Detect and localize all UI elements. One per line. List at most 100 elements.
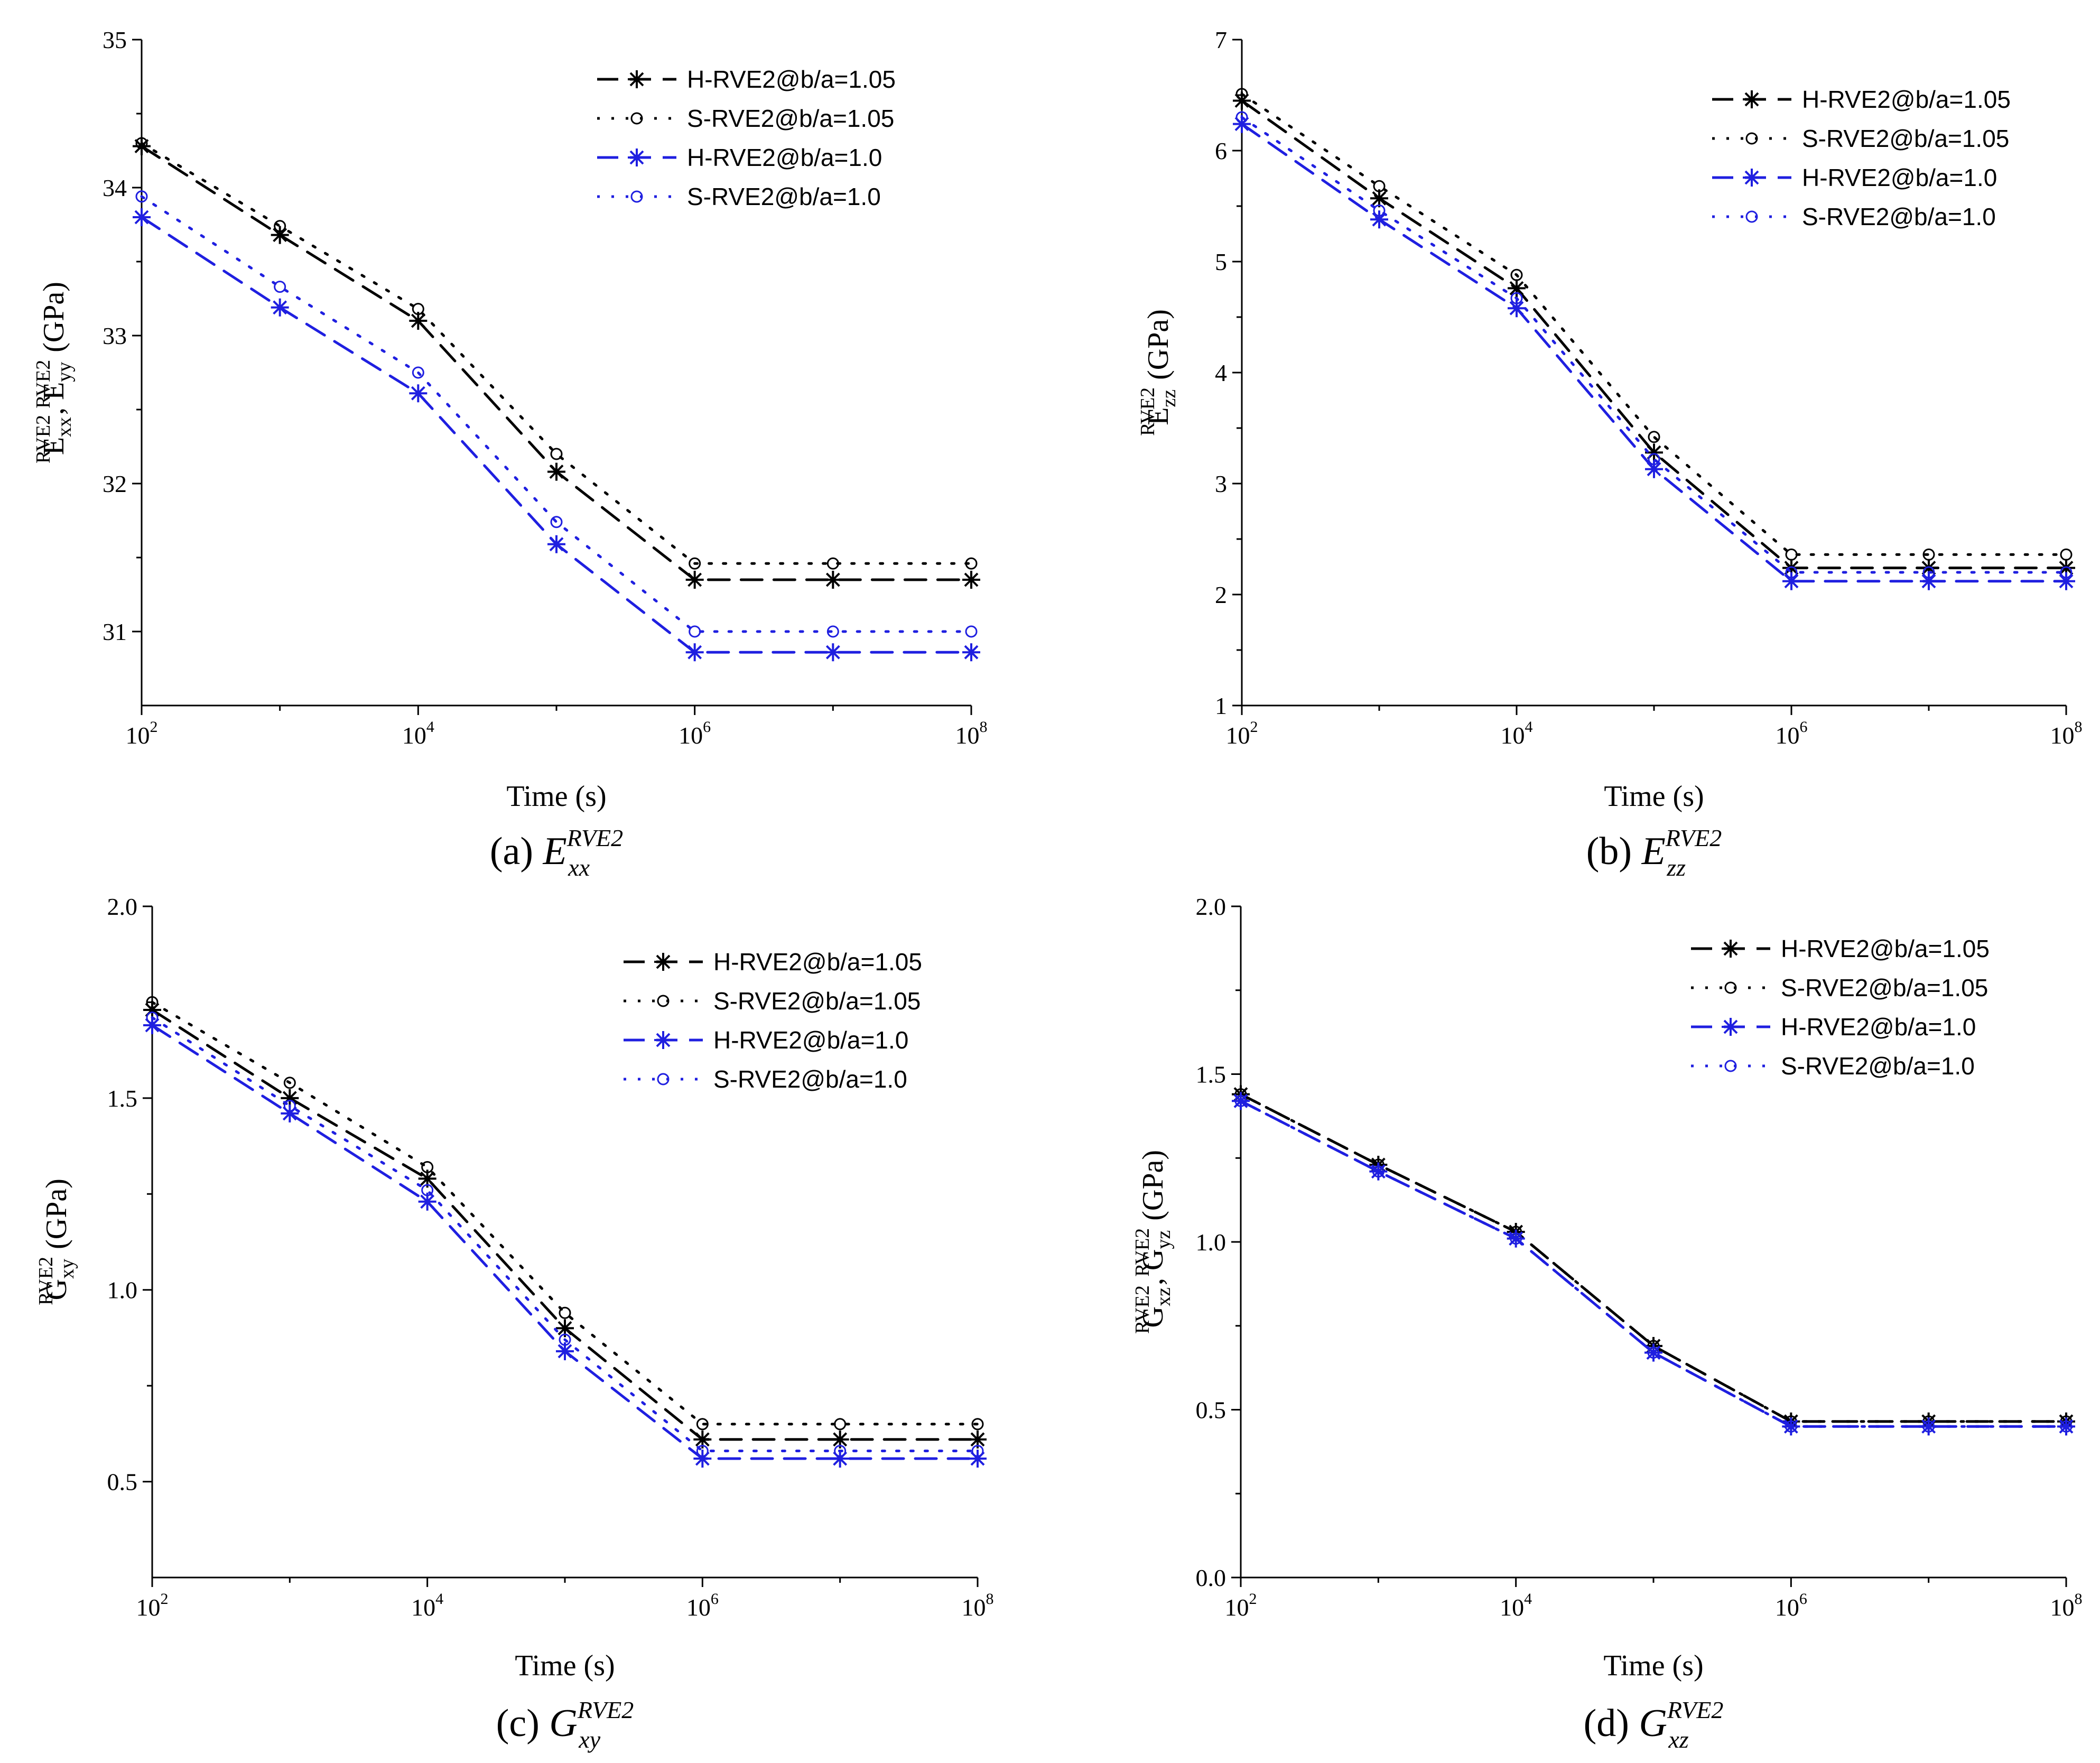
data-point-series-2 xyxy=(146,996,159,1008)
panel-caption: (d) GRVE2 xz xyxy=(1584,1696,1724,1753)
y-axis-label-part: (GPa) xyxy=(1137,1150,1169,1228)
legend-label-2: S-RVE2@b/a=1.05 xyxy=(713,987,921,1015)
data-point-series-4 xyxy=(1648,453,1660,466)
data-point-series-4 xyxy=(1785,566,1798,579)
data-point-series-3 xyxy=(1370,210,1388,229)
series-line-2 xyxy=(151,1000,979,1426)
caption-superscript: RVE2 xyxy=(1665,824,1722,851)
y-axis-label-part: xy xyxy=(56,1259,78,1279)
data-point-series-2 xyxy=(135,137,148,150)
x-tick-label: 108 xyxy=(955,718,988,749)
x-tick-base: 10 xyxy=(411,1594,435,1621)
x-tick-exponent: 8 xyxy=(980,718,988,736)
y-axis-label-part: E xyxy=(1142,407,1175,425)
caption-subscript: zz xyxy=(1666,854,1686,881)
data-point-series-1 xyxy=(271,226,289,244)
y-tick-label: 7 xyxy=(1215,26,1227,53)
y-tick-label: 35 xyxy=(103,26,127,53)
x-tick-label: 102 xyxy=(1226,718,1258,749)
legend-label-3: H-RVE2@b/a=1.0 xyxy=(713,1026,908,1054)
data-point-series-2 xyxy=(274,220,286,233)
data-point-series-3 xyxy=(133,208,151,226)
data-point-series-3 xyxy=(1782,572,1800,590)
series-line-2 xyxy=(1240,92,2068,556)
data-point-series-1 xyxy=(418,1170,436,1188)
legend-marker-1 xyxy=(654,953,672,971)
y-tick-label: 2.0 xyxy=(107,893,138,920)
data-point-series-3 xyxy=(1508,299,1526,318)
legend-label-1: H-RVE2@b/a=1.05 xyxy=(687,66,896,93)
data-point-series-4 xyxy=(826,625,839,638)
x-tick-exponent: 6 xyxy=(1799,1590,1807,1608)
x-axis-label: Time (s) xyxy=(506,780,606,813)
panel-caption: (a) ERVE2 xx xyxy=(490,824,623,881)
x-tick-exponent: 6 xyxy=(711,1590,719,1608)
series-line-4 xyxy=(151,1016,979,1453)
series-line-3 xyxy=(140,216,973,654)
x-tick-label: 102 xyxy=(1225,1590,1257,1621)
data-point-series-4 xyxy=(834,1445,847,1458)
legend-marker-3 xyxy=(628,149,646,166)
y-axis-label: ExxRVE2, EyyRVE2 (GPa) xyxy=(32,282,76,463)
data-point-series-2 xyxy=(1648,431,1660,443)
x-tick-base: 10 xyxy=(955,722,980,749)
data-point-series-3 xyxy=(409,384,428,403)
data-point-series-1 xyxy=(1370,189,1388,208)
x-tick-label: 106 xyxy=(1776,718,1808,749)
data-point-series-3 xyxy=(969,1450,987,1468)
data-point-series-4 xyxy=(1235,111,1248,124)
x-tick-label: 104 xyxy=(1501,718,1533,749)
legend-label-1: H-RVE2@b/a=1.05 xyxy=(1802,86,2011,113)
y-axis-label-part: RVE2 xyxy=(32,360,54,409)
data-point-series-4 xyxy=(1922,1420,1935,1433)
data-point-series-3 xyxy=(831,1450,849,1468)
x-tick-base: 10 xyxy=(1501,722,1525,749)
x-tick-exponent: 4 xyxy=(1525,718,1533,736)
data-point-series-4 xyxy=(965,625,978,638)
y-axis-label-part: G xyxy=(40,1279,73,1300)
legend: H-RVE2@b/a=1.05 S-RVE2@b/a=1.05 H-RVE2@b/a… xyxy=(624,948,922,1093)
y-tick-label: 2 xyxy=(1215,581,1227,608)
y-tick-label: 1 xyxy=(1215,692,1227,719)
data-point-series-2 xyxy=(696,1418,709,1431)
x-tick-exponent: 6 xyxy=(1800,718,1808,736)
legend-marker-1 xyxy=(1743,90,1761,108)
data-point-series-2 xyxy=(412,303,424,316)
data-point-series-1 xyxy=(1920,559,1938,577)
legend-marker-3 xyxy=(654,1031,672,1049)
caption-prefix: (a) xyxy=(490,830,543,873)
data-point-series-4 xyxy=(1785,1420,1797,1433)
data-point-series-4 xyxy=(1372,1165,1384,1178)
y-axis-label-part: G xyxy=(1137,1306,1169,1328)
data-point-series-3 xyxy=(2057,1417,2075,1436)
data-point-series-1 xyxy=(281,1089,299,1107)
x-tick-label: 106 xyxy=(679,718,711,749)
data-point-series-2 xyxy=(834,1418,847,1431)
legend-marker-2 xyxy=(1745,132,1758,145)
data-point-series-2 xyxy=(965,557,978,570)
data-point-series-4 xyxy=(2060,1420,2073,1433)
x-tick-exponent: 2 xyxy=(1250,718,1258,736)
caption-subscript: xx xyxy=(568,854,590,881)
x-tick-base: 10 xyxy=(1226,722,1250,749)
data-point-series-4 xyxy=(971,1445,984,1458)
x-tick-base: 10 xyxy=(136,1594,161,1621)
data-point-series-3 xyxy=(824,643,842,662)
legend-label-4: S-RVE2@b/a=1.0 xyxy=(1781,1052,1975,1080)
y-tick-label: 1.0 xyxy=(1196,1229,1226,1256)
legend-marker-2 xyxy=(657,995,670,1007)
x-tick-base: 10 xyxy=(126,722,150,749)
data-point-series-1 xyxy=(824,571,842,589)
y-axis-label-part: (GPa) xyxy=(1142,309,1175,387)
x-tick-label: 104 xyxy=(1500,1590,1532,1621)
caption-superscript: RVE2 xyxy=(566,824,623,851)
legend-label-1: H-RVE2@b/a=1.05 xyxy=(1781,935,1990,962)
y-axis-label-part: yy xyxy=(53,362,76,382)
caption-subscript: xz xyxy=(1668,1726,1688,1753)
x-axis-label: Time (s) xyxy=(1604,780,1704,813)
y-axis-label-part: RVE2 xyxy=(1137,387,1159,436)
x-tick-label: 108 xyxy=(2050,718,2083,749)
x-tick-base: 10 xyxy=(686,1594,711,1621)
